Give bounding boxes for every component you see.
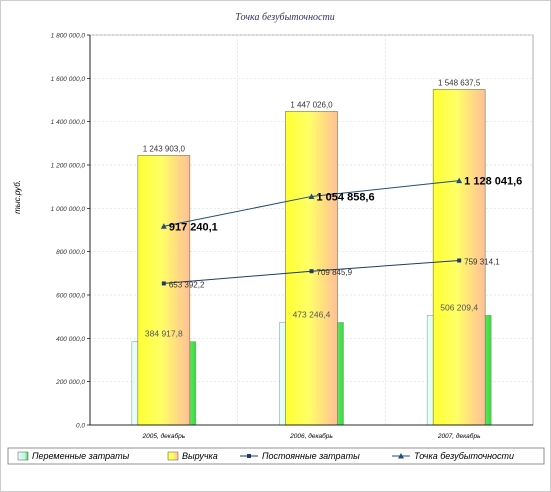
label-variable-costs: 473 246,4 xyxy=(293,309,331,319)
label-break-even: 1 054 858,6 xyxy=(317,191,375,203)
legend-label: Точка безубыточности xyxy=(414,451,514,461)
label-fixed-costs: 709 845,9 xyxy=(317,268,353,277)
y-tick-label: 600 000,0 xyxy=(56,293,85,300)
bar-revenue xyxy=(137,155,191,426)
bar-revenue xyxy=(432,89,486,426)
y-axis-label: тыс.руб. xyxy=(13,180,22,214)
legend-label: Выручка xyxy=(182,451,218,461)
label-break-even: 1 128 041,6 xyxy=(464,176,522,188)
y-tick-label: 1 000 000,0 xyxy=(51,206,86,213)
y-tick-label: 0,0 xyxy=(76,423,85,430)
label-revenue: 1 548 637,5 xyxy=(438,78,481,87)
x-tick-label: 2006, декабрь xyxy=(289,432,333,440)
label-variable-costs: 506 209,4 xyxy=(440,302,478,312)
y-tick-label: 200 000,0 xyxy=(55,379,85,386)
y-tick-label: 1 400 000,0 xyxy=(51,119,86,126)
marker-break-even xyxy=(160,223,167,229)
legend-label: Постоянные затраты xyxy=(262,451,360,461)
plot-area: 0,0 200 000,0 400 000,0 600 000,0 800 000,0 1… xyxy=(51,33,534,440)
legend: Переменные затраты Выручка Постоянные затр… xyxy=(7,447,545,465)
y-tick-label: 400 000,0 xyxy=(56,336,85,343)
x-axis-ticks: 2005, декабрь 2006, декабрь 2007, декабрь xyxy=(142,432,482,440)
data-labels: 1 243 903,0 384 917,8 1 447 026,0 473 246,4… xyxy=(143,78,523,338)
marker-fixed-costs xyxy=(457,258,462,263)
x-tick-label: 2007, декабрь xyxy=(437,432,481,440)
y-tick-label: 1 600 000,0 xyxy=(51,76,86,83)
y-tick-label: 1 800 000,0 xyxy=(51,33,86,40)
legend-label: Переменные затраты xyxy=(32,451,130,461)
y-tick-label: 1 200 000,0 xyxy=(51,163,86,170)
label-fixed-costs: 653 392,2 xyxy=(169,280,205,289)
label-fixed-costs: 759 314,1 xyxy=(464,257,500,266)
label-revenue: 1 447 026,0 xyxy=(290,100,333,109)
legend-swatch xyxy=(167,451,179,461)
legend-items: Переменные затраты Выручка Постоянные затр… xyxy=(17,451,514,461)
marker-break-even xyxy=(456,177,463,184)
legend-swatch xyxy=(17,451,29,461)
y-axis-ticks: 0,0 200 000,0 400 000,0 600 000,0 800 000,0 1… xyxy=(51,33,91,430)
y-tick-label: 800 000,0 xyxy=(56,249,85,256)
marker-fixed-costs xyxy=(309,269,314,274)
label-variable-costs: 384 917,8 xyxy=(145,329,183,339)
legend-frame xyxy=(7,447,545,465)
chart-title: Точка безубыточности xyxy=(235,12,334,23)
lines xyxy=(160,177,463,286)
label-revenue: 1 243 903,0 xyxy=(143,144,186,153)
legend-marker xyxy=(398,453,404,459)
marker-break-even xyxy=(308,193,315,199)
x-tick-label: 2005, декабрь xyxy=(142,432,186,440)
legend-marker xyxy=(247,454,251,458)
marker-fixed-costs xyxy=(161,281,166,286)
label-break-even: 917 240,1 xyxy=(169,221,218,233)
bars xyxy=(131,89,492,426)
